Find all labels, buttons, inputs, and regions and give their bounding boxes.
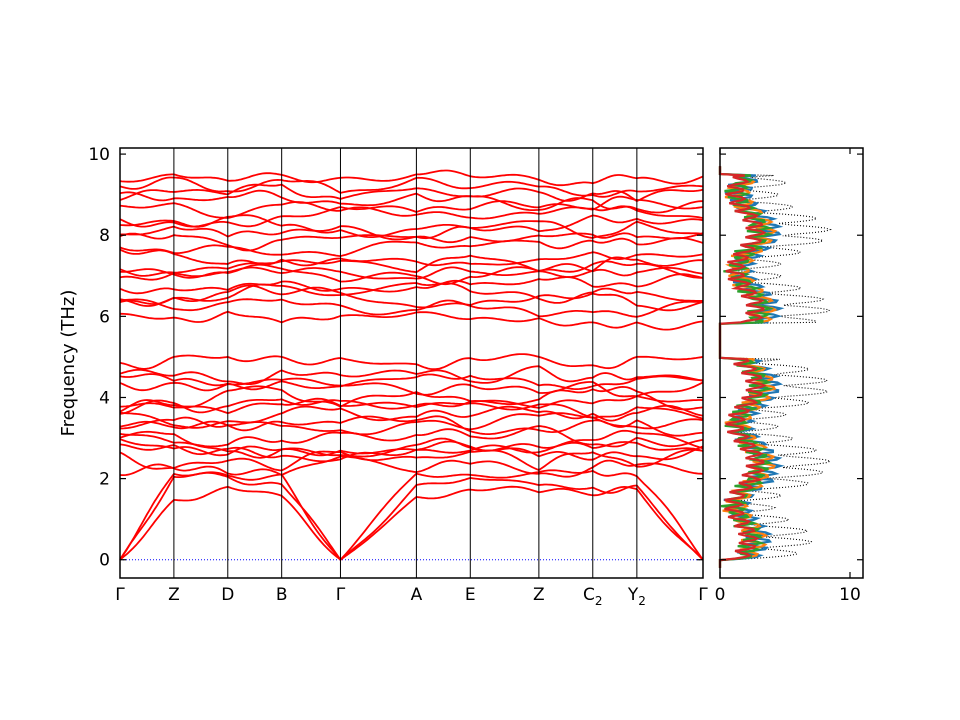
dos-panel-frame [719, 147, 864, 579]
x-tick-label: Γ [336, 585, 346, 605]
y-tick-label: 0 [99, 551, 110, 571]
optical-branch-low-16 [119, 353, 704, 371]
optical-branch-high-19 [119, 169, 704, 187]
y-tick-label: 8 [99, 226, 110, 246]
band-panel-frame [119, 147, 704, 579]
optical-branch-low-15 [119, 365, 704, 385]
y-tick-label: 4 [99, 388, 110, 408]
y-tick-label: 2 [99, 470, 110, 490]
x-tick-label: B [276, 585, 288, 605]
y-tick-label: 10 [88, 145, 110, 165]
x-tick-label: D [221, 585, 234, 605]
optical-branch-high-10 [119, 236, 704, 258]
x-tick-label: Z [168, 585, 180, 605]
optical-branch-high-17 [119, 183, 704, 203]
band-lines [119, 169, 704, 562]
optical-branch-low-11 [119, 395, 704, 415]
band-structure-panel: 0 2 4 6 8 10 Frequency (THz) Γ Z D B Γ A E Z C2 Y2 Γ [58, 145, 708, 608]
x-tick-label: Y2 [627, 585, 646, 608]
dos-x-tick-label: 0 [715, 585, 726, 605]
x-tick-label: Z [533, 585, 545, 605]
x-tick-label: Γ [115, 585, 125, 605]
dos-curve-5 [718, 166, 767, 568]
x-tick-label: Γ [698, 585, 708, 605]
acoustic-branch-1 [119, 485, 704, 561]
y-tick-label: 6 [99, 307, 110, 327]
optical-branch-high-1 [120, 310, 704, 331]
optical-branch-high-7 [119, 260, 704, 281]
y-axis-label: Frequency (THz) [58, 290, 79, 437]
dos-panel: 0 10 [715, 147, 864, 605]
dos-x-tick-label: 10 [839, 585, 861, 605]
acoustic-branch-2 [119, 472, 704, 562]
optical-branch-high-18 [119, 176, 704, 198]
x-tick-label: E [465, 585, 476, 605]
x-tick-label: C2 [583, 585, 603, 608]
acoustic-branch-3 [119, 469, 704, 562]
x-tick-label: A [411, 585, 423, 605]
